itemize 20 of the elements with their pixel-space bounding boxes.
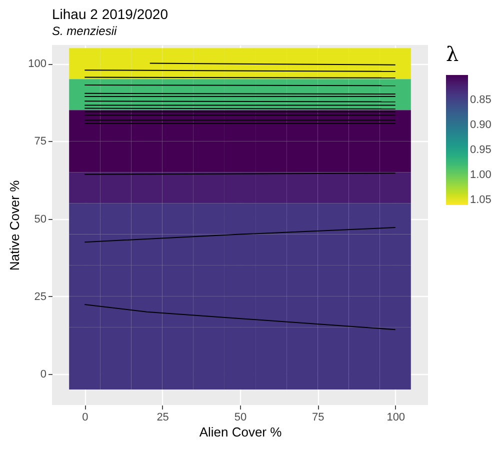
color-bar-label: 0.90 bbox=[470, 119, 492, 131]
y-tick-label: 0 bbox=[40, 368, 46, 380]
chart-subtitle: S. menziesii bbox=[52, 24, 118, 38]
y-tick-label: 25 bbox=[34, 290, 46, 303]
x-axis-title: Alien Cover % bbox=[199, 424, 282, 440]
chart-title: Lihau 2 2019/2020 bbox=[52, 6, 168, 22]
x-tick-label: 50 bbox=[234, 412, 247, 424]
y-tick-label: 50 bbox=[34, 213, 46, 226]
x-tick-label: 100 bbox=[386, 412, 406, 424]
x-tick-label: 75 bbox=[312, 412, 324, 424]
legend-title: λ bbox=[446, 42, 459, 66]
color-bar-label: 1.00 bbox=[470, 169, 492, 181]
x-tick-label: 0 bbox=[82, 412, 88, 424]
color-bar-label: 0.95 bbox=[470, 144, 492, 156]
color-bar-label: 0.85 bbox=[470, 94, 492, 106]
color-bar-label: 1.05 bbox=[470, 194, 492, 206]
y-tick-label: 100 bbox=[28, 58, 46, 70]
y-axis-title: Native Cover % bbox=[7, 180, 22, 271]
y-tick-label: 75 bbox=[34, 136, 46, 148]
x-tick-label: 25 bbox=[156, 412, 169, 424]
